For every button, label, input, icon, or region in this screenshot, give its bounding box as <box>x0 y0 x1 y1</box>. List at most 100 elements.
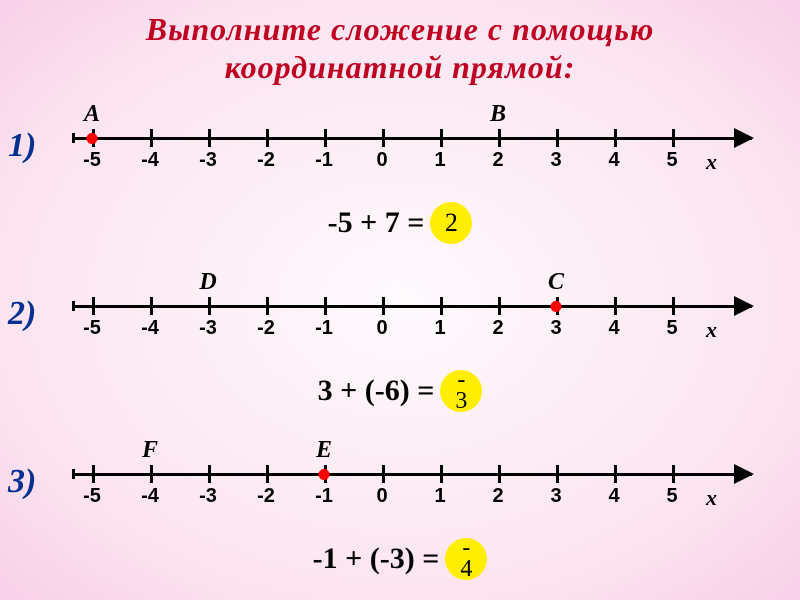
tick-label: 3 <box>550 317 561 340</box>
tick-label: 5 <box>666 485 677 508</box>
tick <box>672 129 675 147</box>
point-label-F: F <box>142 437 158 464</box>
numberline: -5-4-3-2-1012345хAB <box>72 119 752 179</box>
tick-label: 3 <box>550 149 561 172</box>
numberline: -5-4-3-2-1012345хFE <box>72 455 752 515</box>
equation: -1 + (-3) = -4 <box>0 537 800 581</box>
tick-label: -4 <box>141 317 159 340</box>
tick <box>614 297 617 315</box>
axis-arrow-icon <box>734 128 754 148</box>
equation: 3 + (-6) = -3 <box>0 369 800 413</box>
point-label-D: D <box>199 269 216 296</box>
x-axis-label: х <box>706 317 717 343</box>
tick-label: 0 <box>376 485 387 508</box>
problem-number: 1) <box>8 127 36 165</box>
title-line1: Выполните сложение с помощью <box>0 10 800 48</box>
problem-3: 3)-5-4-3-2-1012345хFE-1 + (-3) =-4 <box>0 441 800 591</box>
equation-lhs: -1 + (-3) = <box>313 542 440 576</box>
answer-value: -3 <box>455 370 467 411</box>
numberline: -5-4-3-2-1012345хDC <box>72 287 752 347</box>
tick-label: -3 <box>199 485 217 508</box>
answer-value: -4 <box>460 538 472 579</box>
x-axis-label: х <box>706 485 717 511</box>
tick <box>324 297 327 315</box>
tick <box>208 465 211 483</box>
axis-arrow-icon <box>734 296 754 316</box>
tick <box>672 465 675 483</box>
page-title: Выполните сложение с помощью координатно… <box>0 0 800 87</box>
tick-label: 1 <box>434 317 445 340</box>
tick-label: -4 <box>141 485 159 508</box>
axis-line <box>72 473 752 476</box>
tick <box>614 129 617 147</box>
numberline-axis-group: -5-4-3-2-1012345хFE <box>72 455 752 515</box>
tick <box>614 465 617 483</box>
tick <box>498 465 501 483</box>
axis-start-tick <box>72 301 75 311</box>
tick-label: 4 <box>608 149 619 172</box>
tick-label: 5 <box>666 317 677 340</box>
tick-label: 3 <box>550 485 561 508</box>
point-dot-E <box>319 469 330 480</box>
answer-circle: -4 <box>445 538 487 580</box>
tick <box>150 465 153 483</box>
answer-value: 2 <box>445 210 458 236</box>
answer-circle: 2 <box>430 202 472 244</box>
tick <box>208 129 211 147</box>
point-label-E: E <box>316 437 332 464</box>
axis-start-tick <box>72 469 75 479</box>
tick <box>440 297 443 315</box>
point-label-C: C <box>548 269 564 296</box>
tick <box>382 297 385 315</box>
numberline-axis-group: -5-4-3-2-1012345хDC <box>72 287 752 347</box>
tick-label: -5 <box>83 149 101 172</box>
point-dot-A <box>87 133 98 144</box>
tick <box>556 465 559 483</box>
tick-label: -5 <box>83 485 101 508</box>
tick-label: -3 <box>199 317 217 340</box>
tick-label: 4 <box>608 485 619 508</box>
tick <box>150 297 153 315</box>
x-axis-label: х <box>706 149 717 175</box>
tick-label: -2 <box>257 485 275 508</box>
tick <box>266 465 269 483</box>
problem-number: 3) <box>8 463 36 501</box>
tick <box>556 129 559 147</box>
tick <box>382 129 385 147</box>
tick <box>672 297 675 315</box>
axis-start-tick <box>72 133 75 143</box>
answer-circle: -3 <box>440 370 482 412</box>
tick <box>266 129 269 147</box>
point-label-B: B <box>490 101 506 128</box>
tick <box>150 129 153 147</box>
problems-container: 1)-5-4-3-2-1012345хAB-5 + 7 =22)-5-4-3-2… <box>0 105 800 591</box>
title-line2: координатной прямой: <box>0 48 800 86</box>
tick-label: -2 <box>257 149 275 172</box>
equation-lhs: -5 + 7 = <box>328 206 425 240</box>
tick <box>498 129 501 147</box>
tick-label: -1 <box>315 317 333 340</box>
tick <box>92 465 95 483</box>
tick <box>266 297 269 315</box>
axis-line <box>72 305 752 308</box>
point-dot-C <box>551 301 562 312</box>
tick-label: 2 <box>492 149 503 172</box>
problem-1: 1)-5-4-3-2-1012345хAB-5 + 7 =2 <box>0 105 800 255</box>
tick-label: -3 <box>199 149 217 172</box>
equation: -5 + 7 = 2 <box>0 201 800 245</box>
tick-label: -1 <box>315 485 333 508</box>
tick-label: 1 <box>434 149 445 172</box>
tick <box>382 465 385 483</box>
tick <box>440 465 443 483</box>
equation-lhs: 3 + (-6) = <box>318 374 435 408</box>
numberline-axis-group: -5-4-3-2-1012345хAB <box>72 119 752 179</box>
problem-2: 2)-5-4-3-2-1012345хDC3 + (-6) =-3 <box>0 273 800 423</box>
tick-label: -5 <box>83 317 101 340</box>
tick-label: 4 <box>608 317 619 340</box>
tick-label: 5 <box>666 149 677 172</box>
tick <box>208 297 211 315</box>
problem-number: 2) <box>8 295 36 333</box>
tick <box>498 297 501 315</box>
tick-label: 1 <box>434 485 445 508</box>
tick-label: -4 <box>141 149 159 172</box>
